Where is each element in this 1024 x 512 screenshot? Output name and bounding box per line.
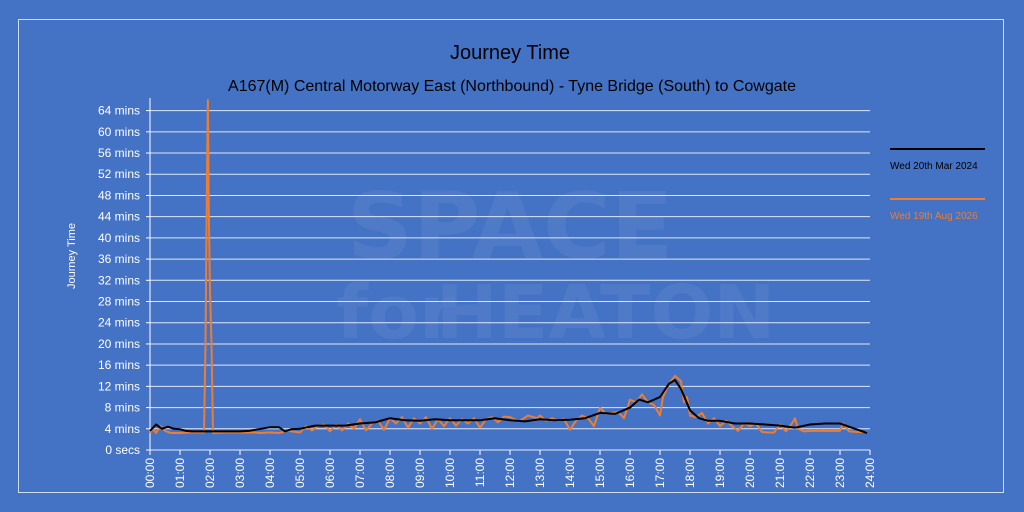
y-tick-label: 64 mins	[98, 104, 140, 118]
series-line	[149, 379, 868, 434]
series-lines	[149, 99, 868, 434]
y-tick-label: 12 mins	[98, 379, 140, 393]
y-axis-label: Journey Time	[66, 223, 78, 289]
x-tick-label: 09:00	[413, 458, 427, 488]
y-axis-ticks: 0 secs 4 mins 8 mins 12 mins 16 mins 20 mins 2…	[98, 104, 150, 457]
y-tick-label: 0 secs	[105, 443, 140, 457]
y-tick-label: 20 mins	[98, 337, 140, 351]
x-tick-label: 24:00	[863, 458, 877, 488]
y-tick-label: 52 mins	[98, 167, 140, 181]
x-tick-label: 12:00	[503, 458, 517, 488]
x-tick-label: 14:00	[563, 458, 577, 488]
space-for-heaton-watermark: SPACE for HEATON	[336, 173, 775, 356]
y-tick-label: 16 mins	[98, 358, 140, 372]
legend: Wed 20th Mar 2024 Wed 19th Aug 2026	[890, 148, 985, 222]
x-tick-label: 16:00	[623, 458, 637, 488]
y-tick-label: 60 mins	[98, 125, 140, 139]
x-tick-label: 19:00	[713, 458, 727, 488]
x-tick-label: 13:00	[533, 458, 547, 488]
x-tick-label: 17:00	[653, 458, 667, 488]
x-tick-label: 04:00	[263, 458, 277, 488]
x-axis-ticks: 00:00 01:00 02:00 03:00 04:00 05:00 06:00 07:00…	[143, 450, 877, 488]
chart-frame	[18, 19, 1004, 493]
x-tick-label: 22:00	[803, 458, 817, 488]
x-tick-label: 03:00	[233, 458, 247, 488]
x-tick-label: 21:00	[773, 458, 787, 488]
y-tick-label: 8 mins	[105, 401, 140, 415]
x-tick-label: 08:00	[383, 458, 397, 488]
x-tick-label: 05:00	[293, 458, 307, 488]
y-tick-label: 36 mins	[98, 252, 140, 266]
y-tick-label: 44 mins	[98, 210, 140, 224]
series-line	[149, 99, 867, 434]
x-tick-label: 06:00	[323, 458, 337, 488]
legend-label: Wed 19th Aug 2026	[890, 211, 978, 222]
y-tick-label: 4 mins	[105, 422, 140, 436]
y-tick-label: 24 mins	[98, 316, 140, 330]
y-tick-label: 32 mins	[98, 273, 140, 287]
x-tick-label: 15:00	[593, 458, 607, 488]
x-tick-label: 07:00	[353, 458, 367, 488]
x-tick-label: 20:00	[743, 458, 757, 488]
x-tick-label: 10:00	[443, 458, 457, 488]
chart-title: Journey Time	[450, 42, 570, 64]
watermark-for-text: for	[336, 270, 456, 356]
y-tick-label: 40 mins	[98, 231, 140, 245]
y-tick-label: 28 mins	[98, 295, 140, 309]
legend-label: Wed 20th Mar 2024	[890, 161, 978, 172]
chart-subtitle: A167(M) Central Motorway East (Northboun…	[228, 78, 796, 95]
x-tick-label: 00:00	[143, 458, 157, 488]
x-tick-label: 23:00	[833, 458, 847, 488]
x-tick-label: 01:00	[173, 458, 187, 488]
watermark-heaton-text: HEATON	[436, 270, 775, 356]
watermark-space-text: SPACE	[347, 173, 674, 280]
x-tick-label: 11:00	[473, 458, 487, 487]
x-tick-label: 02:00	[203, 458, 217, 488]
y-tick-label: 48 mins	[98, 188, 140, 202]
y-tick-label: 56 mins	[98, 146, 140, 160]
x-tick-label: 18:00	[683, 458, 697, 488]
